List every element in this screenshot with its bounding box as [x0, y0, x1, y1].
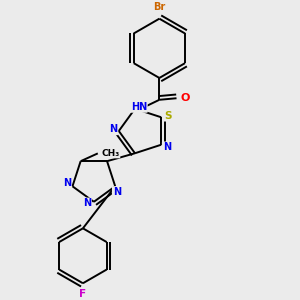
Text: F: F: [80, 289, 86, 299]
Text: S: S: [164, 111, 172, 121]
Text: N: N: [109, 124, 117, 134]
Text: N: N: [83, 198, 91, 208]
Text: N: N: [113, 187, 121, 197]
Text: N: N: [163, 142, 171, 152]
Text: N: N: [63, 178, 71, 188]
Text: O: O: [181, 93, 190, 103]
Text: CH₃: CH₃: [101, 149, 120, 158]
Text: HN: HN: [130, 102, 147, 112]
Text: Br: Br: [153, 2, 166, 12]
